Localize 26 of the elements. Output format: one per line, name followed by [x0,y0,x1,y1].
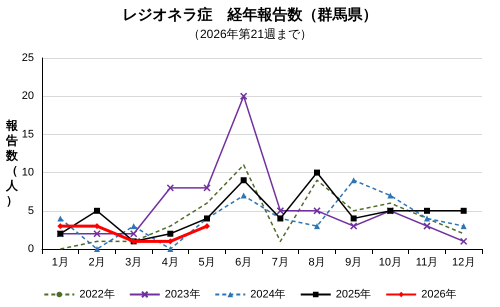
chart-title: レジオネラ症 経年報告数（群馬県） [122,6,378,24]
y-tick-label: 0 [28,243,34,255]
y-tick-label: 5 [28,204,34,217]
x-tick-label: 10月 [378,256,402,268]
legend-label: 2026年 [421,288,457,300]
legend-label: 2024年 [250,288,286,300]
y-axis-title: 報告数（人） [5,118,19,208]
x-tick-label: 1月 [52,256,69,268]
x-tick-label: 8月 [308,256,326,268]
y-tick-label: 25 [22,52,34,64]
x-tick-label: 7月 [272,256,289,268]
x-tick-label: 4月 [162,256,179,268]
x-tick-label: 3月 [125,256,142,268]
y-tick-label: 20 [22,90,34,102]
chart-subtitle: （2026年第21週まで） [188,27,312,41]
legend-label: 2023年 [164,288,200,300]
x-tick-label: 12月 [452,256,476,268]
x-tick-label: 5月 [198,256,216,268]
x-tick-label: 9月 [345,256,362,268]
y-tick-label: 10 [22,166,34,179]
x-tick-label: 2月 [88,256,106,268]
legend-label: 2022年 [79,288,115,300]
y-tick-label: 15 [22,128,34,140]
x-tick-label: 6月 [235,256,252,268]
legend-label: 2025年 [336,288,372,300]
x-tick-label: 11月 [416,256,438,268]
